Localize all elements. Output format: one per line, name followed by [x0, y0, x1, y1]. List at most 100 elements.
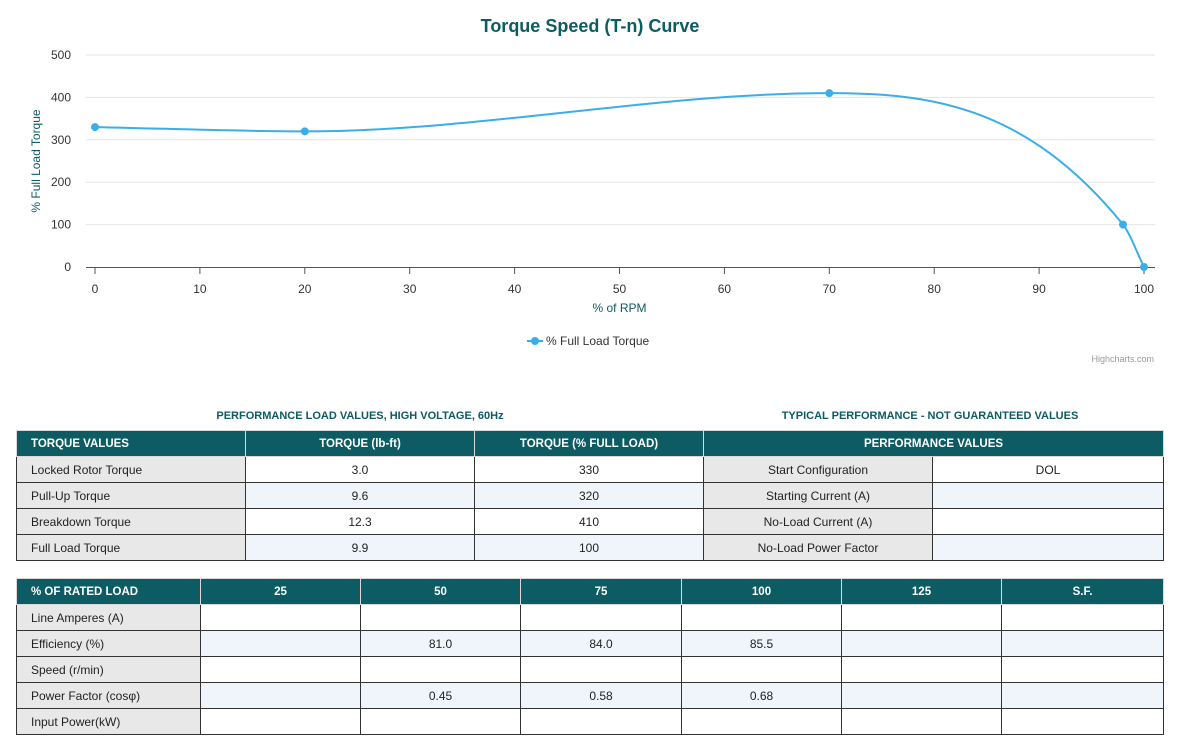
data-point[interactable] — [91, 123, 99, 132]
x-tick-label: 50 — [613, 282, 627, 296]
y-axis-title: % Full Load Torque — [29, 109, 43, 213]
load-row-label: Line Amperes (A) — [16, 604, 201, 631]
table-row: Pull-Up Torque 9.6 320 Starting Current (A) — [16, 482, 1165, 509]
load-value-cell — [1001, 682, 1164, 709]
header-load-column: 25 — [200, 578, 361, 605]
table-row: Speed (r/min) — [16, 656, 1164, 683]
load-value-cell — [681, 604, 842, 631]
perf-value-cell — [931, 482, 1165, 509]
torque-lbft-cell: 9.6 — [245, 482, 475, 509]
load-row-label: Speed (r/min) — [16, 656, 201, 683]
x-tick-label: 100 — [1134, 282, 1154, 296]
header-load-column: 50 — [360, 578, 521, 605]
chart-title: Torque Speed (T-n) Curve — [481, 16, 700, 36]
chart-svg: Torque Speed (T-n) Curve 010020030040050… — [29, 16, 1155, 364]
load-value-cell — [1001, 708, 1164, 735]
load-value-cell — [200, 656, 361, 683]
perf-value-cell — [931, 534, 1165, 561]
load-value-cell — [520, 604, 682, 631]
load-value-cell — [681, 656, 842, 683]
data-point[interactable] — [825, 89, 834, 98]
perf-label-cell: Starting Current (A) — [703, 482, 933, 509]
load-value-cell: 0.58 — [520, 682, 682, 709]
load-value-cell: 81.0 — [360, 630, 521, 657]
load-value-cell — [1001, 656, 1164, 683]
x-tick-label: 70 — [823, 282, 837, 296]
perf-value-cell — [931, 508, 1165, 535]
torque-lbft-cell: 3.0 — [245, 456, 475, 483]
torque-pct-cell: 320 — [474, 482, 704, 509]
y-tick-label: 500 — [51, 48, 71, 62]
x-axis-ticks: 0 10 20 30 40 50 60 70 80 90 100 — [92, 267, 1154, 296]
load-value-cell — [200, 708, 361, 735]
x-tick-label: 40 — [508, 282, 522, 296]
table-row: Efficiency (%) 81.0 84.0 85.5 — [16, 630, 1164, 657]
header-load-column: 75 — [520, 578, 682, 605]
series-line[interactable] — [94, 92, 1145, 268]
load-value-cell — [1001, 604, 1164, 631]
torque-label-cell: Pull-Up Torque — [16, 482, 246, 509]
header-rated-load: % OF RATED LOAD — [16, 578, 201, 605]
rated-load-table: % OF RATED LOAD 25 50 75 100 125 S.F. Line Amp… — [16, 578, 1164, 735]
torque-label-cell: Breakdown Torque — [16, 508, 246, 535]
series-layer[interactable] — [91, 89, 1148, 271]
load-value-cell — [520, 708, 682, 735]
load-value-cell: 84.0 — [520, 630, 682, 657]
perf-label-cell: No-Load Current (A) — [703, 508, 933, 535]
x-tick-label: 10 — [193, 282, 207, 296]
chart-grid — [86, 54, 1155, 226]
load-row-label: Input Power(kW) — [16, 708, 201, 735]
header-load-column: 100 — [681, 578, 842, 605]
load-value-cell — [200, 630, 361, 657]
perf-caption-right: TYPICAL PERFORMANCE - NOT GUARANTEED VAL… — [781, 410, 1079, 422]
header-torque-lbft: TORQUE (lb-ft) — [245, 430, 475, 457]
x-tick-label: 80 — [928, 282, 942, 296]
torque-pct-cell: 100 — [474, 534, 704, 561]
torque-label-cell: Full Load Torque — [16, 534, 246, 561]
load-value-cell: 0.45 — [360, 682, 521, 709]
load-table-header: % OF RATED LOAD 25 50 75 100 125 S.F. — [16, 578, 1164, 605]
perf-caption-left: PERFORMANCE LOAD VALUES, HIGH VOLTAGE, 6… — [216, 410, 504, 422]
load-value-cell — [681, 708, 842, 735]
data-point[interactable] — [300, 127, 309, 136]
load-value-cell — [360, 604, 521, 631]
load-value-cell — [360, 708, 521, 735]
torque-lbft-cell: 9.9 — [245, 534, 475, 561]
y-tick-label: 400 — [51, 90, 71, 104]
torque-pct-cell: 410 — [474, 508, 704, 535]
x-axis-title: % of RPM — [592, 301, 646, 315]
table-row: Power Factor (cosφ) 0.45 0.58 0.68 — [16, 682, 1164, 709]
x-tick-label: 20 — [298, 282, 312, 296]
header-load-column: S.F. — [1001, 578, 1164, 605]
load-value-cell — [841, 656, 1002, 683]
load-value-cell — [841, 630, 1002, 657]
torque-pct-cell: 330 — [474, 456, 704, 483]
x-tick-label: 30 — [403, 282, 417, 296]
load-value-cell — [520, 656, 682, 683]
load-value-cell — [200, 604, 361, 631]
data-point[interactable] — [1140, 263, 1148, 271]
data-point[interactable] — [1119, 220, 1128, 229]
x-tick-label: 60 — [718, 282, 732, 296]
torque-label-cell: Locked Rotor Torque — [16, 456, 246, 483]
x-tick-label: 90 — [1032, 282, 1046, 296]
load-value-cell — [200, 682, 361, 709]
credits-link[interactable]: Highcharts.com — [1091, 354, 1154, 364]
table-row: Full Load Torque 9.9 100 No-Load Power Fact… — [16, 534, 1165, 561]
y-tick-label: 0 — [64, 260, 71, 274]
perf-label-cell: Start Configuration — [703, 456, 933, 483]
table-row: Breakdown Torque 12.3 410 No-Load Current (… — [16, 508, 1165, 535]
chart-legend[interactable]: % Full Load Torque — [527, 334, 650, 348]
y-tick-label: 200 — [51, 175, 71, 189]
load-value-cell — [841, 682, 1002, 709]
x-tick-label: 0 — [92, 282, 99, 296]
legend-label[interactable]: % Full Load Torque — [546, 334, 650, 348]
load-row-label: Power Factor (cosφ) — [16, 682, 201, 709]
load-row-label: Efficiency (%) — [16, 630, 201, 657]
header-torque-values: TORQUE VALUES — [16, 430, 246, 457]
y-tick-label: 300 — [51, 133, 71, 147]
perf-label-cell: No-Load Power Factor — [703, 534, 933, 561]
load-value-cell — [1001, 630, 1164, 657]
load-value-cell — [360, 656, 521, 683]
y-tick-label: 100 — [51, 218, 71, 232]
